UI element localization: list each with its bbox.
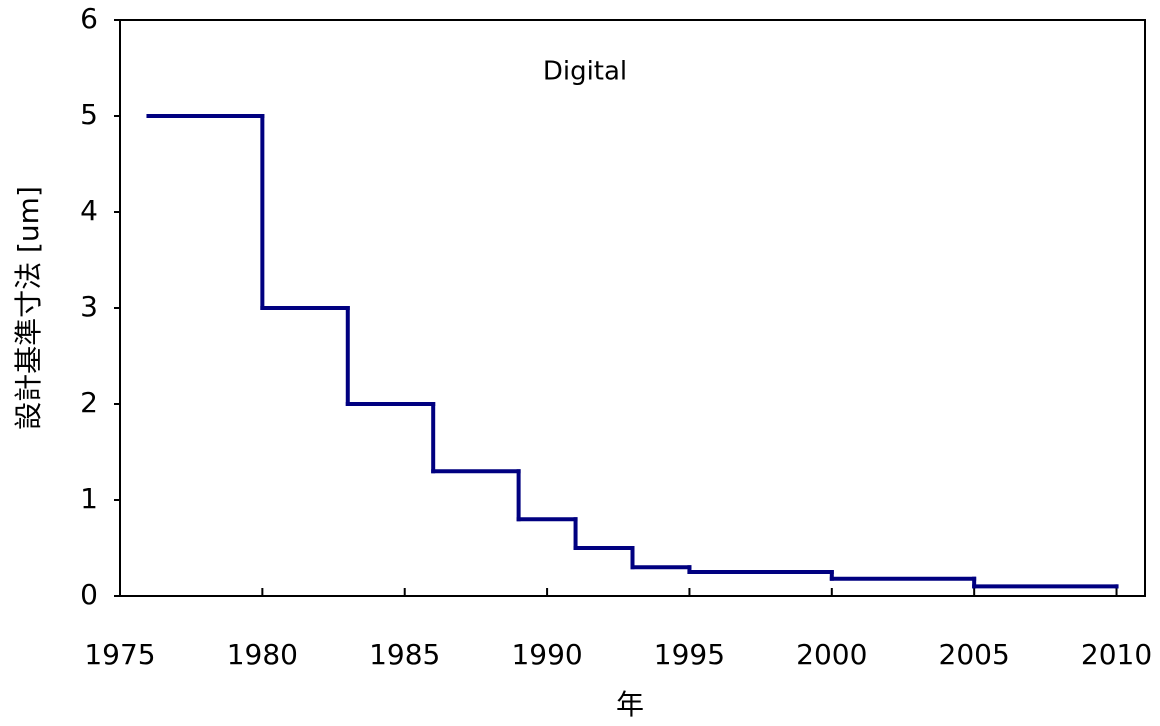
y-tick-label: 3 xyxy=(80,290,98,323)
y-tick-label: 0 xyxy=(80,578,98,611)
x-tick-label: 2005 xyxy=(939,638,1010,671)
x-tick-label: 1995 xyxy=(654,638,725,671)
x-tick-label: 2000 xyxy=(796,638,867,671)
x-tick-label: 1975 xyxy=(84,638,155,671)
x-tick-label: 1985 xyxy=(369,638,440,671)
y-tick-label: 2 xyxy=(80,386,98,419)
y-axis-label: 設計基準寸法 [um] xyxy=(12,186,45,430)
y-tick-label: 4 xyxy=(80,194,98,227)
x-tick-label: 1980 xyxy=(227,638,298,671)
y-tick-label: 1 xyxy=(80,482,98,515)
step-end xyxy=(1114,584,1119,589)
chart-title: Digital xyxy=(543,57,627,87)
x-tick-label: 1990 xyxy=(511,638,582,671)
y-tick-label: 5 xyxy=(80,98,98,131)
x-tick-label: 2010 xyxy=(1081,638,1152,671)
x-axis-label: 年 xyxy=(616,688,644,721)
y-tick-label: 6 xyxy=(80,2,98,35)
